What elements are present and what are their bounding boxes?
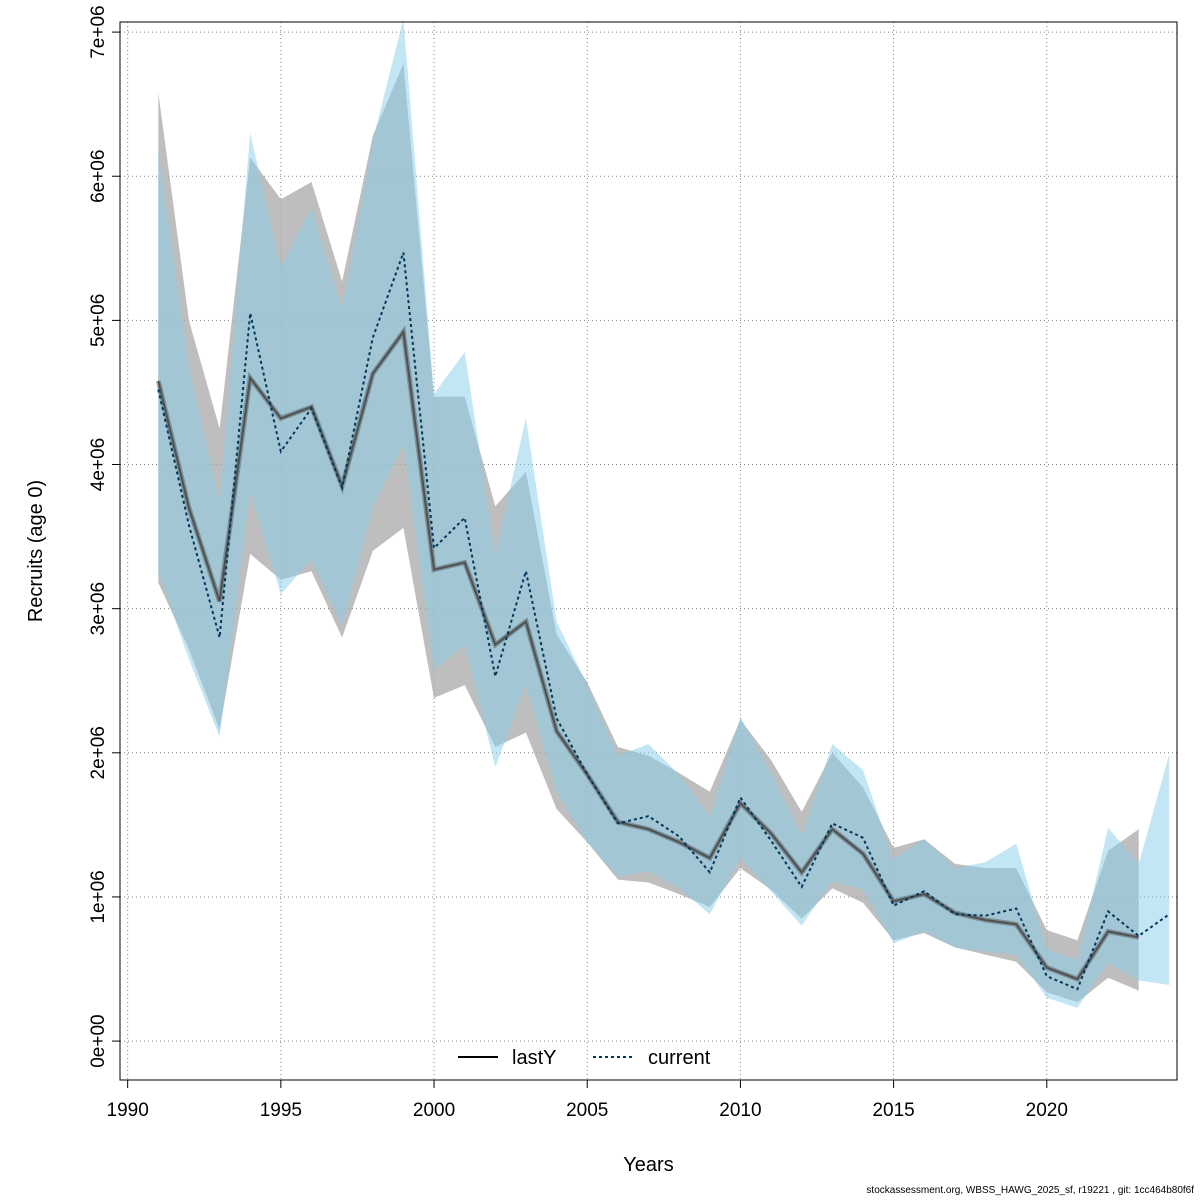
- confidence-bands: [158, 19, 1170, 1008]
- confidence-band-current: [158, 19, 1170, 1008]
- series-line-current: [157, 252, 1170, 991]
- legend-label-lastY: lastY: [512, 1047, 556, 1069]
- y-tick-label: 5e+06: [88, 294, 109, 347]
- y-tick-label: 2e+06: [88, 726, 109, 779]
- y-tick-label: 1e+06: [88, 870, 109, 923]
- x-tick-label: 2000: [413, 1100, 455, 1121]
- y-tick-label: 3e+06: [88, 582, 109, 635]
- y-tick-label: 7e+06: [88, 5, 109, 58]
- y-tick-label: 4e+06: [88, 438, 109, 491]
- series-lines: [155, 252, 1170, 991]
- x-axis: 1990 1995 2000 2005 2010 2015 2020: [107, 1079, 1068, 1121]
- footer-credit: stockassessment.org, WBSS_HAWG_2025_sf, …: [866, 1185, 1194, 1196]
- x-tick-label: 2015: [872, 1100, 914, 1121]
- y-axis-title: Recruits (age 0): [25, 480, 47, 622]
- y-tick-label: 0e+00: [88, 1014, 109, 1067]
- y-tick-label: 6e+06: [88, 150, 109, 203]
- legend-label-current: current: [648, 1047, 711, 1069]
- legend: lastY current: [458, 1047, 711, 1069]
- x-tick-label: 2010: [719, 1100, 761, 1121]
- x-tick-label: 1990: [107, 1100, 149, 1121]
- x-tick-label: 2005: [566, 1100, 608, 1121]
- x-tick-label: 1995: [260, 1100, 302, 1121]
- y-axis: 0e+00 1e+06 2e+06 3e+06 4e+06 5e+06 6e+06 7e+06: [88, 5, 121, 1068]
- x-axis-title: Years: [623, 1154, 673, 1176]
- series-line-lastY: [157, 329, 1139, 981]
- x-tick-label: 2020: [1026, 1100, 1068, 1121]
